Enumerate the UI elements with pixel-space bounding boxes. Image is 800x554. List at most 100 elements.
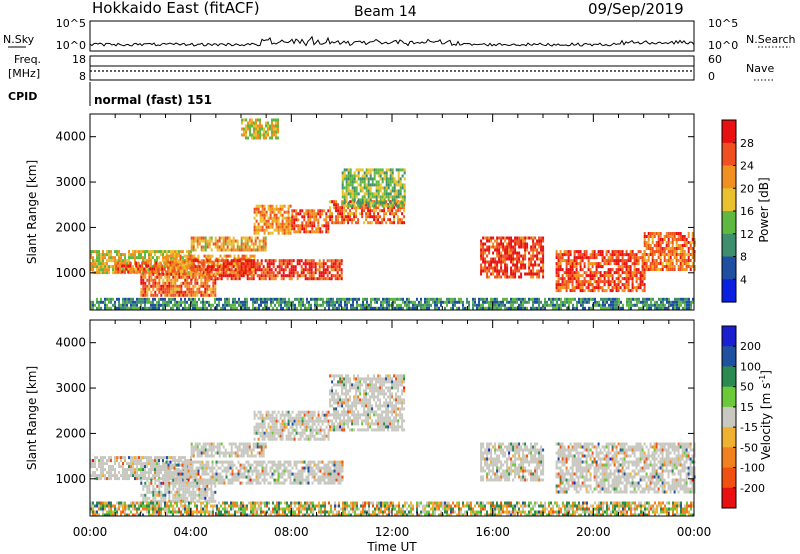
data-cell <box>258 242 261 246</box>
data-cell <box>646 306 648 310</box>
data-cell <box>665 244 668 247</box>
data-cell <box>568 303 570 307</box>
data-cell <box>147 264 150 268</box>
data-cell <box>100 259 102 263</box>
data-cell <box>98 477 100 481</box>
data-cell <box>123 270 126 274</box>
data-cell <box>571 265 574 269</box>
data-cell <box>693 241 696 244</box>
data-cell <box>248 248 251 252</box>
data-cell <box>401 195 404 199</box>
data-cell <box>532 306 534 310</box>
data-cell <box>214 242 217 246</box>
data-cell <box>304 262 307 266</box>
data-cell <box>140 300 142 304</box>
data-cell <box>575 283 578 287</box>
data-cell <box>584 300 586 304</box>
data-cell <box>561 277 564 281</box>
data-cell <box>492 269 495 273</box>
data-cell <box>293 209 296 213</box>
data-cell <box>120 306 122 310</box>
data-cell <box>177 469 180 473</box>
data-cell <box>100 477 102 481</box>
data-cell <box>538 269 541 273</box>
data-cell <box>574 306 576 310</box>
data-cell <box>182 290 185 294</box>
data-cell <box>567 250 570 254</box>
freq-tick-bottom: 8 <box>79 70 86 83</box>
data-cell <box>283 210 286 214</box>
data-cell <box>124 306 126 310</box>
data-cell <box>204 236 207 240</box>
data-cell <box>278 259 281 263</box>
data-cell <box>567 262 570 266</box>
data-cell <box>645 244 648 247</box>
data-cell <box>204 284 207 288</box>
data-cell <box>623 286 626 290</box>
data-cell <box>650 300 652 304</box>
data-cell <box>244 245 247 249</box>
data-cell <box>347 174 350 178</box>
data-cell <box>496 272 499 276</box>
data-cell <box>190 248 193 252</box>
data-cell <box>259 219 262 223</box>
data-cell <box>381 195 384 199</box>
data-cell <box>675 244 678 247</box>
data-cell <box>500 251 503 255</box>
data-cell <box>452 297 454 301</box>
data-cell <box>336 277 339 281</box>
data-cell <box>154 303 156 307</box>
data-cell <box>122 456 124 460</box>
data-cell <box>186 306 188 310</box>
data-cell <box>177 260 180 264</box>
data-cell <box>189 260 192 264</box>
data-cell <box>524 263 527 267</box>
data-cell <box>615 271 618 275</box>
data-cell <box>257 228 260 232</box>
data-cell <box>589 283 592 287</box>
data-cell <box>142 474 144 478</box>
data-cell <box>675 253 678 256</box>
data-cell <box>266 262 269 266</box>
data-cell <box>238 262 241 266</box>
data-cell <box>337 203 340 207</box>
data-cell <box>285 210 288 214</box>
data-cell <box>609 280 612 284</box>
data-cell <box>567 274 570 278</box>
data-cell <box>351 192 354 196</box>
data-cell <box>426 303 428 307</box>
data-cell <box>281 204 284 208</box>
data-cell <box>595 265 598 269</box>
data-cell <box>211 460 214 464</box>
data-cell <box>669 265 672 268</box>
data-cell <box>269 231 272 235</box>
data-cell <box>186 290 189 294</box>
data-cell <box>578 297 580 301</box>
data-cell <box>170 456 172 460</box>
data-cell <box>332 259 335 263</box>
data-cell <box>341 195 344 199</box>
data-cell <box>210 248 213 252</box>
data-cell <box>194 239 197 243</box>
data-cell <box>299 224 302 228</box>
data-cell <box>391 180 394 184</box>
data-cell <box>165 264 168 268</box>
data-cell <box>231 463 234 467</box>
data-cell <box>271 121 273 125</box>
data-cell <box>510 242 513 246</box>
data-cell <box>341 186 344 190</box>
data-cell <box>189 257 192 261</box>
data-cell <box>205 463 208 467</box>
data-cell <box>144 471 146 475</box>
data-cell <box>288 268 291 272</box>
data-cell <box>143 261 146 265</box>
data-cell <box>512 251 515 255</box>
data-cell <box>108 471 110 475</box>
data-cell <box>691 262 694 265</box>
data-cell <box>130 303 132 307</box>
data-cell <box>332 262 335 266</box>
data-cell <box>265 133 267 137</box>
data-cell <box>261 219 264 223</box>
data-cell <box>196 245 199 249</box>
data-cell <box>207 472 210 476</box>
